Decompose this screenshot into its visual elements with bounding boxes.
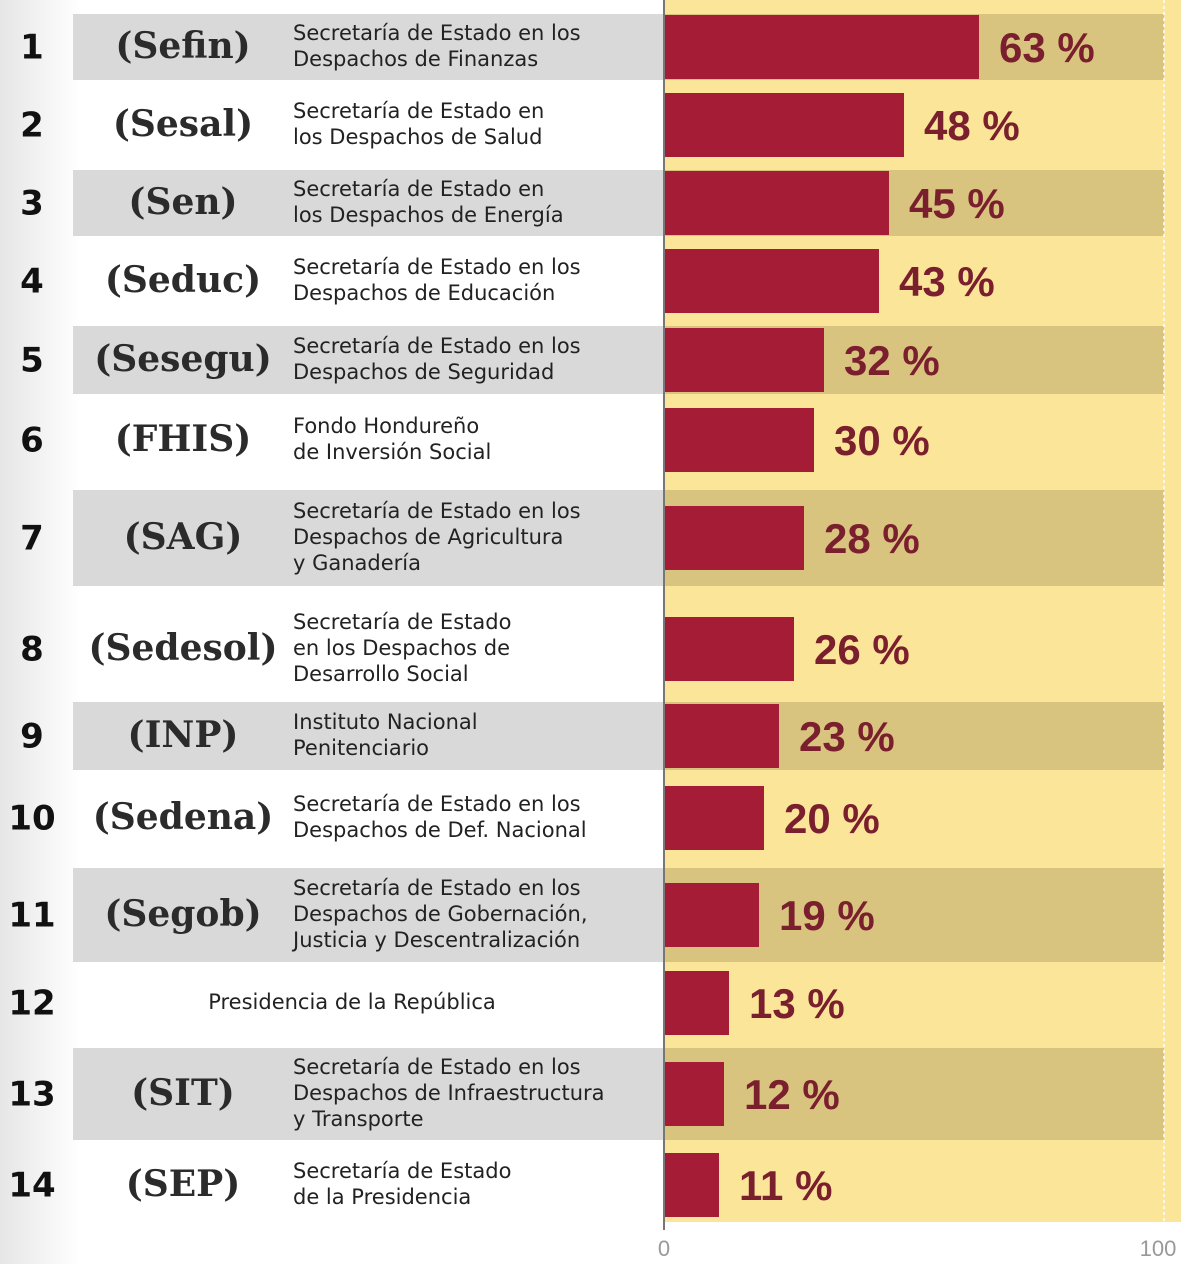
rank: 3 <box>20 184 44 224</box>
row-band <box>73 170 664 236</box>
name-line: Secretaría de Estado en los <box>293 255 581 279</box>
value-label: 63 % <box>999 24 1095 71</box>
row-band <box>73 868 664 962</box>
name-line: Instituto Nacional <box>293 710 478 734</box>
bar <box>664 171 889 235</box>
abbreviation: (Sedesol) <box>89 627 278 669</box>
bar <box>664 971 729 1035</box>
name-line: Secretaría de Estado en los <box>293 1055 581 1079</box>
value-label: 11 % <box>739 1162 832 1209</box>
abbreviation: (Sen) <box>128 181 237 223</box>
name-line: Despachos de Infraestructura <box>293 1081 605 1105</box>
value-label: 20 % <box>784 795 880 842</box>
bar <box>664 15 979 79</box>
name-line: de Inversión Social <box>293 440 491 464</box>
value-label: 28 % <box>824 515 920 562</box>
abbreviation: (Sesegu) <box>94 338 272 380</box>
name-line: Desarrollo Social <box>293 662 469 686</box>
row-band <box>73 326 664 394</box>
bar <box>664 1062 724 1126</box>
rank: 11 <box>8 896 55 936</box>
row-band <box>73 1048 664 1140</box>
row-band <box>73 14 664 80</box>
value-label: 26 % <box>814 626 910 673</box>
abbreviation: (SAG) <box>124 516 243 558</box>
value-label: 43 % <box>899 258 995 305</box>
value-label: 45 % <box>909 180 1005 227</box>
rank: 14 <box>8 1166 55 1206</box>
rank: 4 <box>20 262 44 302</box>
row-band <box>73 490 664 586</box>
rank: 10 <box>8 799 55 839</box>
abbreviation: (Segob) <box>104 893 261 935</box>
name-line: Secretaría de Estado en los <box>293 334 581 358</box>
abbreviation: (SEP) <box>126 1163 241 1205</box>
name-line: Presidencia de la República <box>208 990 496 1014</box>
value-label: 13 % <box>749 980 845 1027</box>
name-line: Despachos de Def. Nacional <box>293 818 587 842</box>
abbreviation: (FHIS) <box>115 418 251 460</box>
row-band <box>73 702 664 770</box>
bar <box>664 506 804 570</box>
rank: 13 <box>8 1075 55 1115</box>
rank: 12 <box>8 984 55 1024</box>
abbreviation: (Sefin) <box>115 25 250 67</box>
name-line: Secretaría de Estado en <box>293 99 544 123</box>
value-label: 23 % <box>799 713 895 760</box>
name-line: en los Despachos de <box>293 636 510 660</box>
abbreviation: (Sesal) <box>113 103 253 145</box>
name-line: Despachos de Gobernación, <box>293 902 588 926</box>
bar <box>664 249 879 313</box>
name-line: de la Presidencia <box>293 1185 471 1209</box>
abbreviation: (Seduc) <box>105 259 261 301</box>
name-line: Secretaría de Estado en los <box>293 792 581 816</box>
bar <box>664 883 759 947</box>
value-label: 32 % <box>844 337 940 384</box>
name-line: Justicia y Descentralización <box>291 928 580 952</box>
name-line: Secretaría de Estado <box>293 1159 511 1183</box>
rank: 1 <box>20 28 44 68</box>
rank: 6 <box>20 421 44 461</box>
bar <box>664 328 824 392</box>
name-line: Secretaría de Estado en los <box>293 499 581 523</box>
x-tick-label: 100 <box>1140 1236 1177 1261</box>
name-line: Despachos de Finanzas <box>293 47 538 71</box>
name-line: Secretaría de Estado en <box>293 177 544 201</box>
row-band-plot <box>664 1048 1164 1140</box>
name-line: los Despachos de Energía <box>293 203 564 227</box>
bar <box>664 786 764 850</box>
name-line: y Transporte <box>293 1107 424 1131</box>
rank: 8 <box>20 630 44 670</box>
rank: 7 <box>20 519 44 559</box>
rank: 9 <box>20 717 44 757</box>
value-label: 30 % <box>834 417 930 464</box>
name-line: Secretaría de Estado en los <box>293 21 581 45</box>
name-line: Despachos de Educación <box>293 281 555 305</box>
name-line: Secretaría de Estado en los <box>293 876 581 900</box>
bar <box>664 93 904 157</box>
bar <box>664 704 779 768</box>
value-label: 19 % <box>779 892 875 939</box>
rank: 2 <box>20 106 44 146</box>
value-label: 48 % <box>924 102 1020 149</box>
abbreviation: (SIT) <box>131 1072 235 1114</box>
bar <box>664 1153 719 1217</box>
bar <box>664 408 814 472</box>
name-line: Secretaría de Estado <box>293 610 511 634</box>
rank: 5 <box>20 341 44 381</box>
value-label: 12 % <box>744 1071 840 1118</box>
bar <box>664 617 794 681</box>
x-tick-label: 0 <box>658 1236 670 1261</box>
name-line: los Despachos de Salud <box>293 125 542 149</box>
name-line: Despachos de Agricultura <box>293 525 563 549</box>
name-line: Penitenciario <box>293 736 429 760</box>
name-line: y Ganadería <box>293 551 421 575</box>
abbreviation: (Sedena) <box>93 796 274 838</box>
name-line: Fondo Hondureño <box>293 414 479 438</box>
abbreviation: (INP) <box>128 714 239 756</box>
name-line: Despachos de Seguridad <box>293 360 554 384</box>
